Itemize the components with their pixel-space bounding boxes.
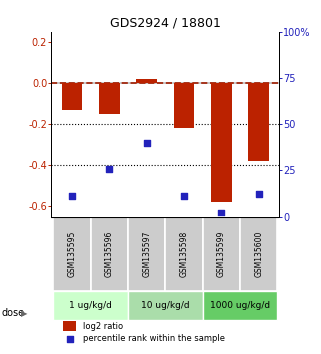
Text: GSM135600: GSM135600 <box>254 230 263 277</box>
Text: GSM135597: GSM135597 <box>142 230 151 277</box>
Bar <box>91 217 128 291</box>
Text: GSM135598: GSM135598 <box>179 230 188 277</box>
Point <box>144 140 149 145</box>
Bar <box>63 321 76 331</box>
Bar <box>203 291 277 320</box>
Bar <box>62 83 82 110</box>
Text: GSM135595: GSM135595 <box>67 230 76 277</box>
Bar <box>240 217 277 291</box>
Title: GDS2924 / 18801: GDS2924 / 18801 <box>110 16 221 29</box>
Text: GSM135596: GSM135596 <box>105 230 114 277</box>
Point <box>69 194 74 199</box>
Text: percentile rank within the sample: percentile rank within the sample <box>83 334 225 343</box>
Bar <box>128 217 165 291</box>
Bar <box>211 83 232 202</box>
Text: log2 ratio: log2 ratio <box>83 321 123 331</box>
Text: 10 ug/kg/d: 10 ug/kg/d <box>141 301 190 310</box>
Bar <box>99 83 119 114</box>
Bar <box>165 217 203 291</box>
Point <box>67 336 72 342</box>
Text: GSM135599: GSM135599 <box>217 230 226 277</box>
Point <box>219 210 224 216</box>
Bar <box>128 291 203 320</box>
Bar <box>248 83 269 161</box>
Bar <box>136 79 157 83</box>
Bar <box>174 83 194 129</box>
Text: 1 ug/kg/d: 1 ug/kg/d <box>69 301 112 310</box>
Bar <box>53 291 128 320</box>
Text: ▶: ▶ <box>21 309 27 318</box>
Point <box>181 194 187 199</box>
Text: 1000 ug/kg/d: 1000 ug/kg/d <box>210 301 270 310</box>
Point <box>256 192 261 197</box>
Bar <box>53 217 91 291</box>
Text: dose: dose <box>2 308 25 318</box>
Bar <box>203 217 240 291</box>
Point <box>107 166 112 171</box>
